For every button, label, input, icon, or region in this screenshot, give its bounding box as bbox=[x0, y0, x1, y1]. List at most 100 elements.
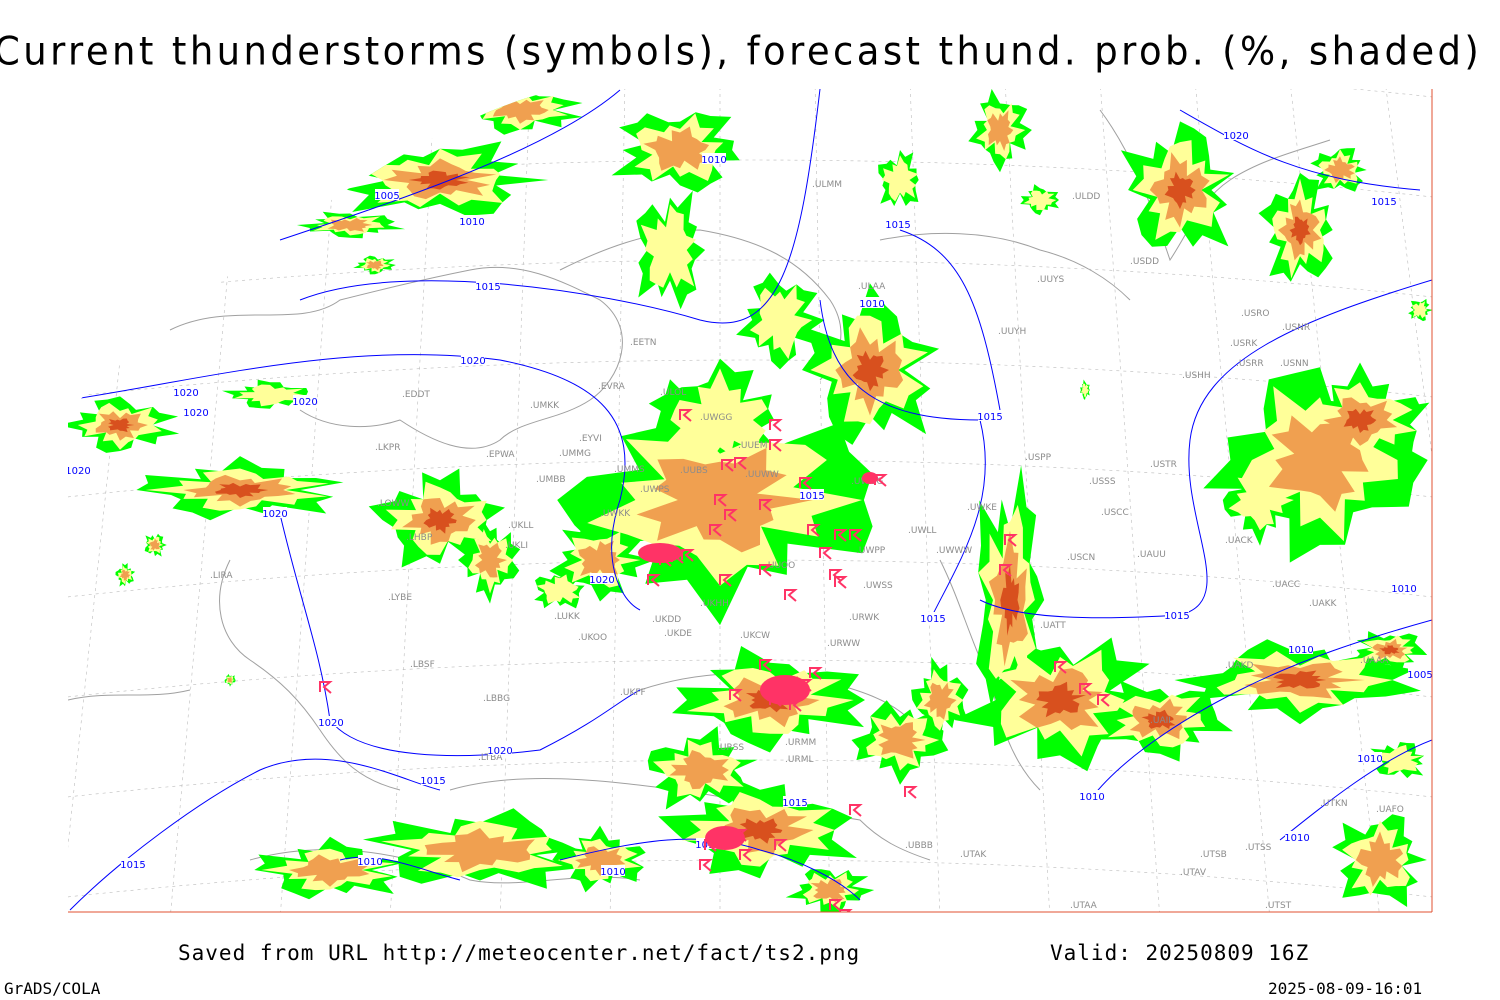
station-label: .UKLI bbox=[505, 541, 528, 551]
isobar bbox=[279, 89, 621, 241]
station-label: .UWSS bbox=[863, 581, 893, 591]
isobar-label-bg bbox=[1080, 790, 1104, 801]
isobar-label-bg bbox=[319, 716, 343, 727]
thunderstorm-symbol bbox=[319, 681, 333, 694]
isobar-label: 1010 bbox=[1284, 833, 1309, 844]
isobar-label-bg bbox=[800, 489, 824, 500]
isobar-label: 1010 bbox=[859, 299, 884, 310]
station-label: .LYBE bbox=[388, 593, 412, 603]
prob-very-high-area bbox=[1141, 709, 1176, 729]
station-label: .UTAA bbox=[1070, 901, 1098, 911]
thunderstorm-symbol bbox=[759, 499, 773, 512]
isobar-label-bg bbox=[783, 796, 807, 807]
parallel bbox=[68, 659, 1432, 701]
prob-high-area bbox=[578, 540, 620, 579]
station-label: .EYVI bbox=[579, 434, 602, 444]
station-label: .LBSF bbox=[410, 660, 435, 670]
isobar-label-bg bbox=[921, 612, 945, 623]
station-label: .LBBG bbox=[483, 694, 510, 704]
thunderstorm-symbol bbox=[739, 849, 753, 862]
coastline bbox=[68, 689, 191, 701]
station-label: .UAAA bbox=[1360, 656, 1389, 666]
isobar-label: 1010 bbox=[600, 867, 625, 878]
meridian bbox=[1384, 89, 1432, 912]
station-label: .UKOO bbox=[578, 633, 607, 643]
thunderstorm-symbol bbox=[759, 564, 773, 577]
station-label: .UAII bbox=[1150, 716, 1171, 726]
thunderstorm-symbols bbox=[319, 409, 1111, 912]
station-label: .UATT bbox=[1040, 621, 1066, 631]
isobar-label: 1010 bbox=[459, 217, 484, 228]
prob-high-area bbox=[636, 447, 813, 553]
prob-high-area bbox=[1268, 415, 1369, 512]
isobar bbox=[1089, 619, 1432, 801]
station-label: .URMM bbox=[785, 738, 816, 748]
prob-high-area bbox=[643, 126, 712, 171]
station-label: .USTR bbox=[1150, 460, 1177, 470]
station-label: .EPWA bbox=[486, 450, 515, 460]
prob-mid-area bbox=[670, 368, 768, 469]
thunderstorm-symbol bbox=[807, 524, 821, 537]
isobar-label: 1015 bbox=[695, 840, 720, 851]
station-label: .UTSB bbox=[1200, 850, 1227, 860]
isobar-label: 1010 bbox=[1079, 792, 1104, 803]
station-label: .UAUU bbox=[1137, 550, 1166, 560]
prob-high-area bbox=[327, 218, 373, 232]
prob-mid-area bbox=[536, 574, 581, 604]
isobar-label-bg bbox=[1224, 129, 1248, 140]
prob-high-area bbox=[878, 722, 926, 759]
isobar-labels: 1005 1010 1010 1015 1015 1010 1020 1015 1020 1020… bbox=[65, 129, 1432, 878]
isobar-label: 1020 bbox=[65, 466, 90, 477]
thunderstorm-symbol bbox=[709, 524, 723, 537]
prob-high-area bbox=[923, 682, 957, 720]
isobar-label: 1010 bbox=[701, 155, 726, 166]
prob-very-high-area bbox=[215, 482, 269, 498]
station-label: .UWPP bbox=[856, 546, 886, 556]
station-label: .USPP bbox=[1025, 453, 1052, 463]
prob-very-high-area bbox=[1379, 645, 1400, 655]
station-label: .UAKK bbox=[1309, 599, 1338, 609]
isobar-label-bg bbox=[121, 858, 145, 869]
station-label: .UMMG bbox=[559, 449, 591, 459]
isobar bbox=[68, 354, 641, 611]
parallel bbox=[68, 89, 1432, 101]
coastline bbox=[879, 232, 1131, 301]
thunderstorm-symbol bbox=[721, 459, 735, 472]
meridian bbox=[1004, 89, 1051, 912]
isobar-label-bg bbox=[421, 774, 445, 785]
station-label: .UKFF bbox=[620, 688, 646, 698]
thunderstorm-symbol bbox=[799, 477, 813, 490]
isobar-label: 1020 bbox=[1223, 131, 1248, 142]
isobar-label-bg bbox=[461, 354, 485, 365]
prob-very-high-area bbox=[1273, 670, 1327, 689]
station-label: .UKCW bbox=[740, 631, 770, 641]
isobar-label: 1015 bbox=[1164, 611, 1189, 622]
station-label: .UWKE bbox=[967, 503, 997, 513]
isobar-label: 1015 bbox=[920, 614, 945, 625]
prob-high-area bbox=[987, 110, 1014, 151]
thunderstorm-symbol bbox=[719, 574, 733, 587]
prob-mid-area bbox=[234, 384, 304, 407]
isobar-label-bg bbox=[978, 410, 1002, 421]
isobar-label: 1010 bbox=[1288, 645, 1313, 656]
thunderstorm-symbol bbox=[1054, 661, 1068, 674]
isobar bbox=[299, 89, 821, 324]
isobar-label-bg bbox=[293, 395, 317, 406]
thunderstorm-symbol bbox=[849, 804, 863, 817]
valid-time: Valid: 20250809 16Z bbox=[1050, 941, 1310, 965]
station-label: .UBBB bbox=[905, 841, 933, 851]
station-label: .UTAV bbox=[1180, 868, 1207, 878]
prob-mid-area bbox=[1023, 190, 1057, 211]
coastline bbox=[559, 229, 842, 381]
station-label: .UKLL bbox=[508, 521, 533, 531]
parallel bbox=[68, 859, 1432, 901]
coastline bbox=[219, 559, 401, 791]
thunderstorm-symbol bbox=[647, 574, 661, 587]
station-label: .UAFO bbox=[1376, 805, 1404, 815]
isobar-label: 1005 bbox=[374, 191, 399, 202]
isobar-label: 1020 bbox=[318, 718, 343, 729]
isobar-label: 1015 bbox=[885, 220, 910, 231]
parallel bbox=[68, 759, 1432, 801]
thunderstorm-symbol bbox=[834, 529, 848, 542]
isobar bbox=[1279, 739, 1432, 841]
